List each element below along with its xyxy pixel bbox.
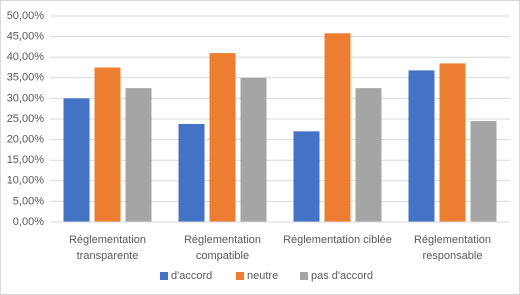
legend-label: pas d'accord <box>311 270 373 282</box>
y-tick-label: 25,00% <box>7 113 45 125</box>
bar <box>209 53 236 222</box>
bar <box>470 121 497 222</box>
bar <box>355 88 382 222</box>
y-tick-label: 35,00% <box>7 72 45 84</box>
bar <box>240 77 267 222</box>
x-tick-label: transparente <box>77 250 139 262</box>
bar <box>408 70 435 222</box>
x-tick-label: compatible <box>196 250 249 262</box>
bar <box>178 123 205 222</box>
x-tick-label: Réglementation <box>414 234 491 246</box>
legend-swatch <box>160 272 168 280</box>
legend-swatch <box>300 272 308 280</box>
bar <box>125 88 152 222</box>
y-tick-label: 5,00% <box>13 195 44 207</box>
y-tick-label: 30,00% <box>7 92 45 104</box>
bar <box>293 131 320 222</box>
y-tick-label: 0,00% <box>13 216 44 228</box>
y-tick-label: 50,00% <box>7 10 45 22</box>
x-tick-label: Réglementation ciblée <box>283 234 392 246</box>
y-tick-label: 40,00% <box>7 51 45 63</box>
bar <box>63 98 90 222</box>
y-tick-label: 20,00% <box>7 134 45 146</box>
bar <box>324 33 351 222</box>
bar <box>94 67 121 222</box>
x-tick-label: Réglementation <box>69 234 146 246</box>
legend-label: neutre <box>247 270 278 282</box>
x-tick-label: Réglementation <box>184 234 261 246</box>
bar <box>439 63 466 222</box>
legend-swatch <box>236 272 244 280</box>
legend-label: d'accord <box>171 270 212 282</box>
x-tick-label: responsable <box>423 250 483 262</box>
y-tick-label: 15,00% <box>7 154 45 166</box>
y-tick-label: 10,00% <box>7 175 45 187</box>
y-tick-label: 45,00% <box>7 31 45 43</box>
